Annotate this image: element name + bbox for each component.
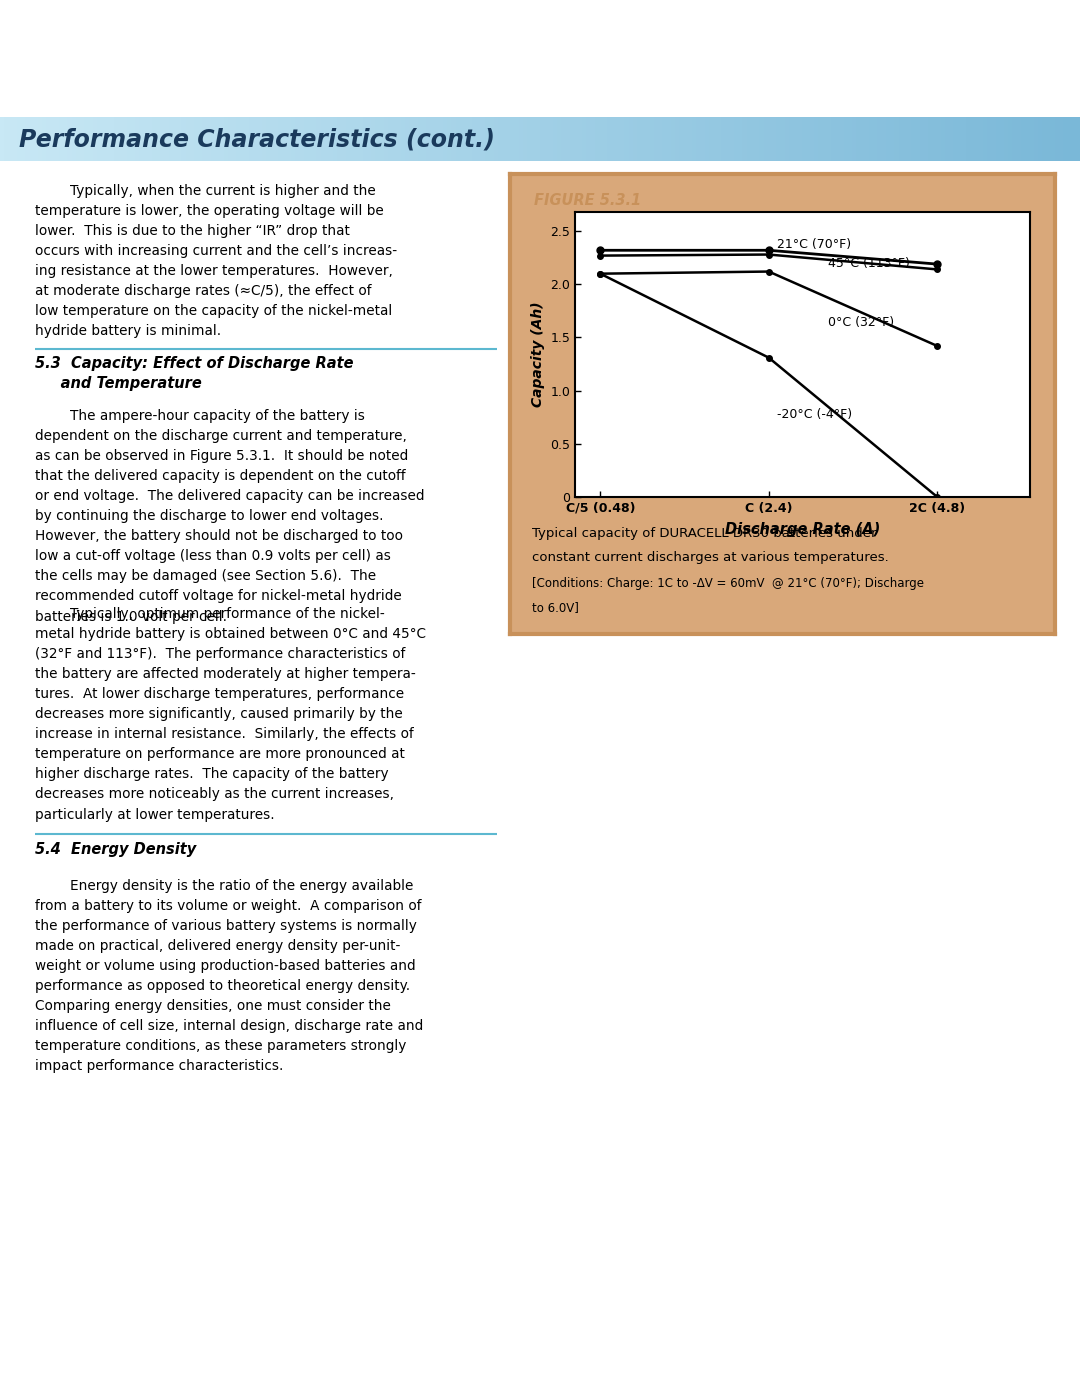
Text: to 6.0V]: to 6.0V]: [532, 601, 579, 615]
Text: 0°C (32°F): 0°C (32°F): [827, 316, 894, 330]
Text: 21°C (70°F): 21°C (70°F): [778, 239, 851, 251]
Text: The ampere-hour capacity of the battery is
dependent on the discharge current an: The ampere-hour capacity of the battery …: [35, 409, 424, 623]
Text: Performance Characteristics (cont.): Performance Characteristics (cont.): [19, 127, 496, 151]
Y-axis label: Capacity (Ah): Capacity (Ah): [530, 302, 544, 408]
Text: Energy density is the ratio of the energy available
from a battery to its volume: Energy density is the ratio of the energ…: [35, 879, 423, 1073]
Text: Ni-MH Rechargeable Batteries: Ni-MH Rechargeable Batteries: [578, 52, 980, 75]
Text: Typical capacity of DURACELL DR30 batteries under: Typical capacity of DURACELL DR30 batter…: [532, 527, 877, 541]
Text: -20°C (-4°F): -20°C (-4°F): [778, 408, 852, 420]
Text: 5.3  Capacity: Effect of Discharge Rate
     and Temperature: 5.3 Capacity: Effect of Discharge Rate a…: [35, 356, 353, 391]
Text: [Conditions: Charge: 1C to -ΔV = 60mV  @ 21°C (70°F); Discharge: [Conditions: Charge: 1C to -ΔV = 60mV @ …: [532, 577, 924, 590]
Text: DURACELL®: DURACELL®: [578, 29, 885, 73]
X-axis label: Discharge Rate (A): Discharge Rate (A): [725, 522, 880, 536]
Text: 45°C (113°F): 45°C (113°F): [827, 257, 909, 270]
Text: Typically, when the current is higher and the
temperature is lower, the operatin: Typically, when the current is higher an…: [35, 184, 397, 338]
Text: FIGURE 5.3.1: FIGURE 5.3.1: [534, 193, 642, 208]
Text: 5.4  Energy Density: 5.4 Energy Density: [35, 842, 197, 856]
Text: 7: 7: [30, 1363, 44, 1383]
Text: Typically, optimum performance of the nickel-
metal hydride battery is obtained : Typically, optimum performance of the ni…: [35, 608, 426, 821]
Text: constant current discharges at various temperatures.: constant current discharges at various t…: [532, 550, 889, 564]
